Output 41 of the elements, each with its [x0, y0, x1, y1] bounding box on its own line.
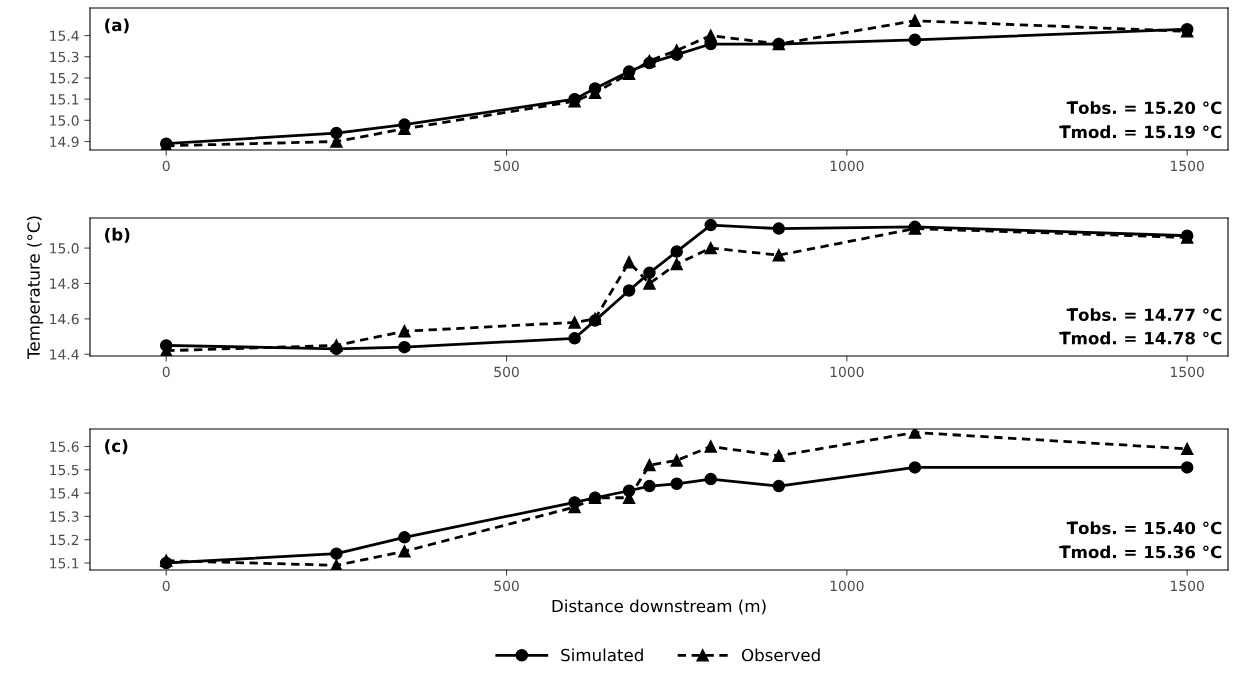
x-tick-label: 0 — [162, 580, 170, 592]
y-tick-label: 15.5 — [50, 464, 79, 476]
y-tick-label: 15.6 — [50, 441, 79, 452]
annotation: T̅obs. = 15.20 °C — [1066, 101, 1222, 115]
annotation: T̅mod. = 15.19 °C — [1059, 125, 1222, 139]
x-tick-label: 1000 — [830, 366, 864, 378]
y-tick-label: 15.1 — [50, 94, 79, 105]
y-tick-label: 14.8 — [50, 278, 79, 289]
x-tick-label: 1000 — [830, 580, 864, 592]
annotation: T̅obs. = 15.40 °C — [1066, 521, 1222, 535]
annotation: T̅obs. = 14.77 °C — [1066, 308, 1222, 322]
y-tick-label: 15.2 — [50, 534, 79, 546]
y-tick-label: 15.1 — [50, 558, 79, 569]
x-tick-label: 1500 — [1171, 366, 1204, 378]
y-tick-label: 14.4 — [50, 349, 79, 360]
x-tick-label: 0 — [162, 160, 170, 172]
x-tick-label: 1000 — [830, 160, 864, 172]
x-tick-label: 500 — [494, 580, 519, 592]
y-tick-label: 15.2 — [50, 72, 79, 84]
annotation: T̅mod. = 15.36 °C — [1059, 545, 1222, 559]
y-tick-label: 15.4 — [50, 488, 79, 499]
y-tick-label: 15.0 — [50, 115, 79, 126]
legend-label: Simulated — [561, 648, 643, 662]
x-tick-label: 0 — [162, 366, 170, 378]
text: (c) — [105, 439, 128, 455]
x-tick-label: 500 — [494, 366, 519, 378]
y-axis-title: Temperature (°C) — [26, 216, 44, 359]
y-tick-label: 15.3 — [50, 511, 79, 522]
text: (a) — [105, 18, 129, 34]
x-tick-label: 1500 — [1171, 160, 1204, 172]
y-tick-label: 15.4 — [50, 30, 79, 42]
x-tick-label: 1500 — [1171, 580, 1204, 592]
x-tick-label: 500 — [494, 160, 519, 172]
y-tick-label: 14.6 — [50, 313, 79, 325]
legend-label: Observed — [741, 648, 820, 662]
y-tick-label: 14.9 — [50, 136, 79, 147]
annotation: T̅mod. = 14.78 °C — [1059, 331, 1222, 345]
text: (b) — [105, 227, 130, 243]
x-axis-title: Distance downstream (m) — [552, 599, 766, 615]
y-tick-label: 15.0 — [50, 243, 79, 254]
y-tick-label: 15.3 — [50, 51, 79, 63]
